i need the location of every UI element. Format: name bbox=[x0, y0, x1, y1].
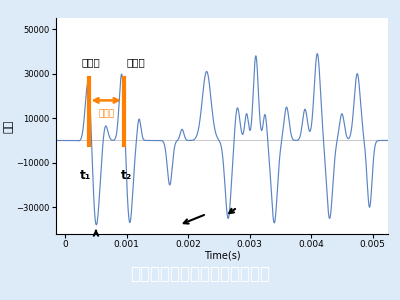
Text: t₁: t₁ bbox=[80, 169, 91, 182]
Y-axis label: 速度: 速度 bbox=[4, 119, 14, 133]
Text: 第２波: 第２波 bbox=[127, 57, 146, 67]
Text: t₂: t₂ bbox=[121, 169, 132, 182]
Text: 鋼製防護柵の根入れ長さの測定: 鋼製防護柵の根入れ長さの測定 bbox=[130, 265, 270, 283]
X-axis label: Time(s): Time(s) bbox=[204, 250, 240, 261]
Text: 時間差: 時間差 bbox=[98, 109, 114, 118]
Text: 第１波: 第１波 bbox=[81, 57, 100, 67]
